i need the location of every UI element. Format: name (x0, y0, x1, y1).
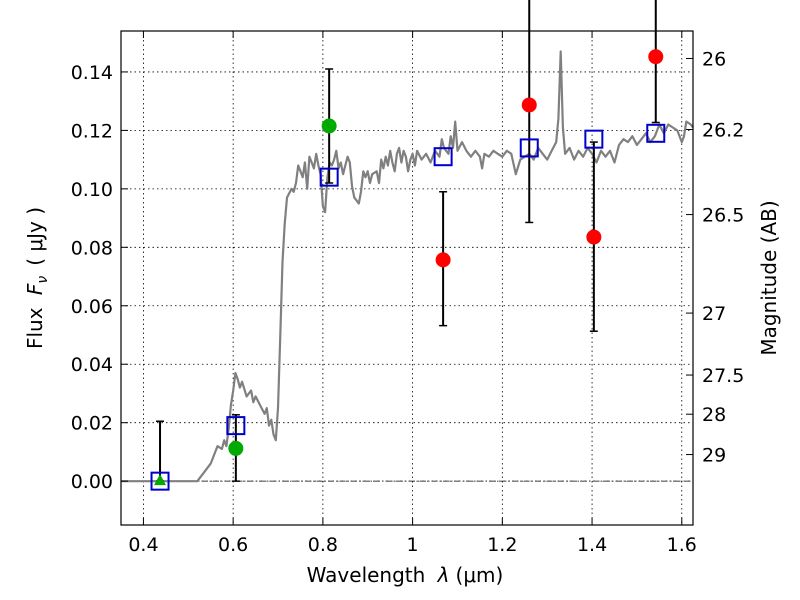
x-tick-label: 0.4 (128, 534, 158, 556)
y-tick-label: 0.00 (71, 471, 113, 493)
x-tick-label: 1.4 (577, 534, 607, 556)
model-flux-square (150, 471, 170, 491)
x-tick-label: 0.8 (308, 534, 338, 556)
observed-point (228, 440, 244, 456)
model-flux-square (319, 167, 339, 187)
observed-point-triangle (154, 474, 167, 486)
magnitude-tick-label: 26 (702, 48, 726, 70)
y-axis: 0.00 0.02 0.04 0.06 0.08 0.10 0.12 0.14 (71, 62, 128, 493)
plot-frame (120, 30, 694, 526)
magnitude-tick-label: 28 (702, 404, 726, 426)
sed-template-line (121, 50, 694, 483)
model-flux-square (226, 416, 246, 436)
model-flux-square (584, 129, 604, 149)
model-flux-square (433, 147, 453, 167)
y-tick-label: 0.02 (71, 413, 113, 435)
x-axis-label: Wavelength λ (μm) (307, 563, 504, 587)
x-tick-label: 1.6 (667, 534, 697, 556)
y-tick-label: 0.10 (71, 179, 113, 201)
x-tick-label: 0.6 (218, 534, 248, 556)
magnitude-tick-label: 27 (702, 303, 726, 325)
x-tick-label: 1 (407, 534, 419, 556)
y-tick-label: 0.04 (71, 354, 113, 376)
magnitude-tick-label: 27.5 (702, 365, 744, 387)
y-tick-label: 0.12 (71, 120, 113, 142)
y-tick-label: 0.08 (71, 237, 113, 259)
magnitude-axis: 26 26.2 26.5 27 27.5 28 29 (686, 48, 744, 467)
y-axis-label: Flux Fν( μJy ) (23, 207, 51, 349)
observed-point (321, 118, 337, 134)
x-tick-label: 1.2 (487, 534, 517, 556)
model-flux-square (646, 123, 666, 143)
observed-point (435, 252, 451, 268)
observed-point (521, 97, 537, 113)
model-flux-square (519, 138, 539, 158)
observed-points (154, 49, 664, 486)
model-flux-squares (150, 123, 666, 491)
observed-point (648, 49, 664, 65)
magnitude-tick-label: 26.2 (702, 120, 744, 142)
magnitude-axis-label: Magnitude (AB) (757, 200, 781, 355)
observed-point (586, 229, 602, 245)
y-tick-label: 0.14 (71, 62, 113, 84)
x-axis: 0.4 0.6 0.8 1 1.2 1.4 1.6 (128, 31, 697, 556)
magnitude-tick-label: 26.5 (702, 205, 744, 227)
magnitude-tick-label: 29 (702, 445, 726, 467)
grid-lines (121, 31, 693, 525)
y-tick-label: 0.06 (71, 296, 113, 318)
